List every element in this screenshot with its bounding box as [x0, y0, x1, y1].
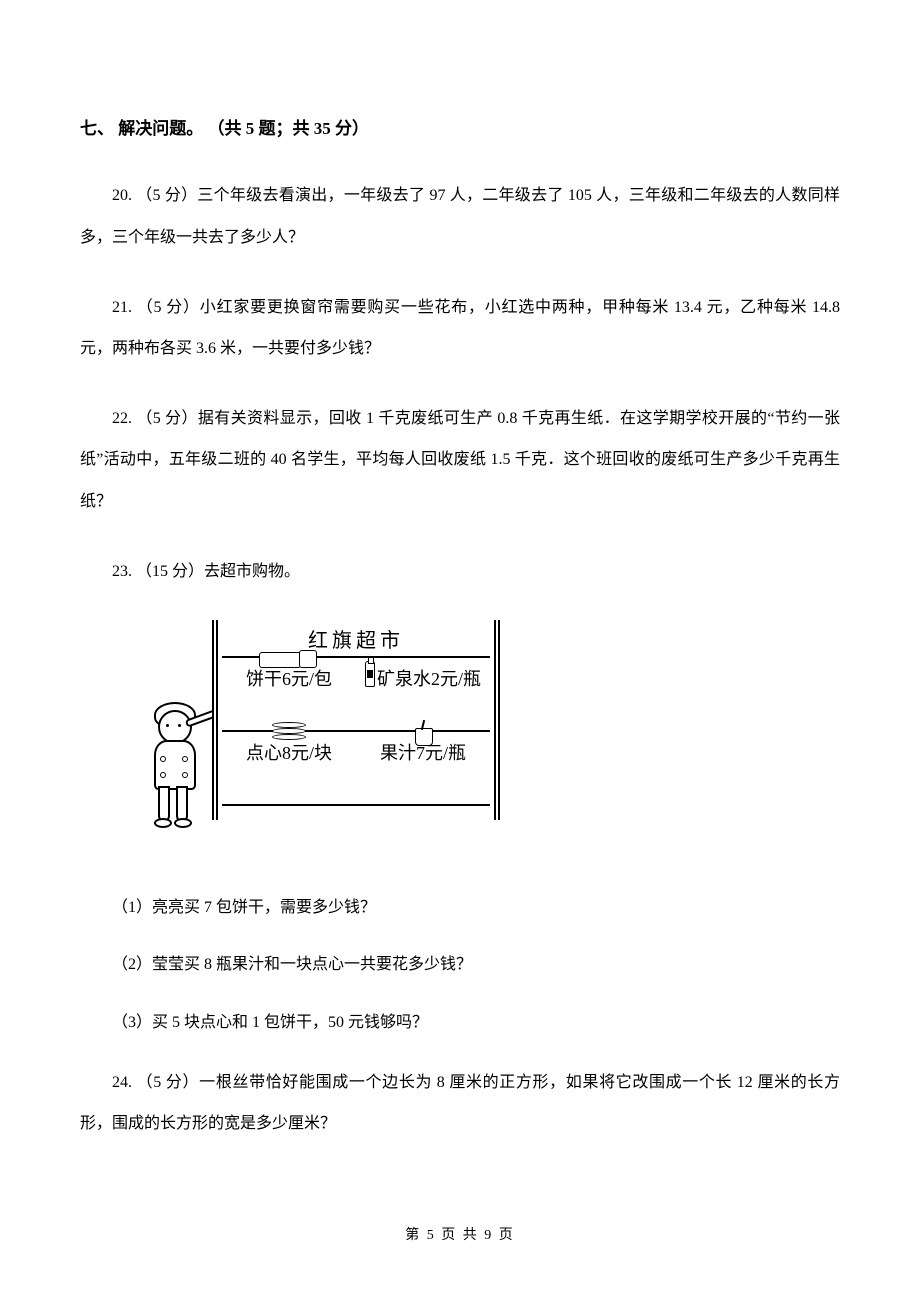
shop-row-2: 点心8元/块 果汁7元/瓶 [222, 732, 490, 806]
child-figure-icon [140, 700, 210, 850]
section-heading: 七、 解决问题。 （共 5 题；共 35 分） [80, 110, 840, 147]
shop-item-biscuit: 饼干6元/包 [222, 658, 356, 730]
board-post-left-icon [212, 620, 218, 820]
question-23-sub-3: （3）买 5 块点心和 1 包饼干，50 元钱够吗？ [80, 1005, 840, 1040]
shop-board: 红旗超市 饼干6元/包 矿泉水2元/瓶 点心8元/块 [212, 620, 500, 820]
shop-row-1: 饼干6元/包 矿泉水2元/瓶 [222, 658, 490, 732]
question-24: 24. （5 分）一根丝带恰好能围成一个边长为 8 厘米的正方形，如果将它改围成… [80, 1062, 840, 1145]
question-23: 23. （15 分）去超市购物。 [80, 551, 840, 593]
shop-illustration: 红旗超市 饼干6元/包 矿泉水2元/瓶 点心8元/块 [140, 620, 840, 850]
board-post-right-icon [494, 620, 500, 820]
biscuit-icon [259, 648, 319, 670]
question-23-sub-2: （2）莹莹买 8 瓶果汁和一块点心一共要花多少钱？ [80, 947, 840, 982]
section-meta: （共 5 题；共 35 分） [208, 119, 370, 138]
section-title: 解决问题。 [118, 119, 203, 138]
page-footer: 第 5 页 共 9 页 [0, 1221, 920, 1252]
question-21: 21. （5 分）小红家要更换窗帘需要购买一些花布，小红选中两种，甲种每米 13… [80, 287, 840, 370]
question-20: 20. （5 分）三个年级去看演出，一年级去了 97 人，二年级去了 105 人… [80, 175, 840, 258]
cake-icon [272, 722, 306, 744]
shop-item-cake: 点心8元/块 [222, 732, 356, 804]
question-23-sub-1: （1）亮亮买 7 包饼干，需要多少钱？ [80, 890, 840, 925]
juice-cup-icon [413, 722, 433, 746]
shop-item-juice: 果汁7元/瓶 [356, 732, 490, 804]
shop-item-water-label: 矿泉水2元/瓶 [356, 660, 490, 701]
shop-item-water-text: 矿泉水2元/瓶 [377, 669, 481, 689]
bottle-icon [365, 661, 375, 687]
question-22: 22. （5 分）据有关资料显示，回收 1 千克废纸可生产 0.8 千克再生纸．… [80, 398, 840, 523]
section-number: 七、 [80, 119, 114, 138]
